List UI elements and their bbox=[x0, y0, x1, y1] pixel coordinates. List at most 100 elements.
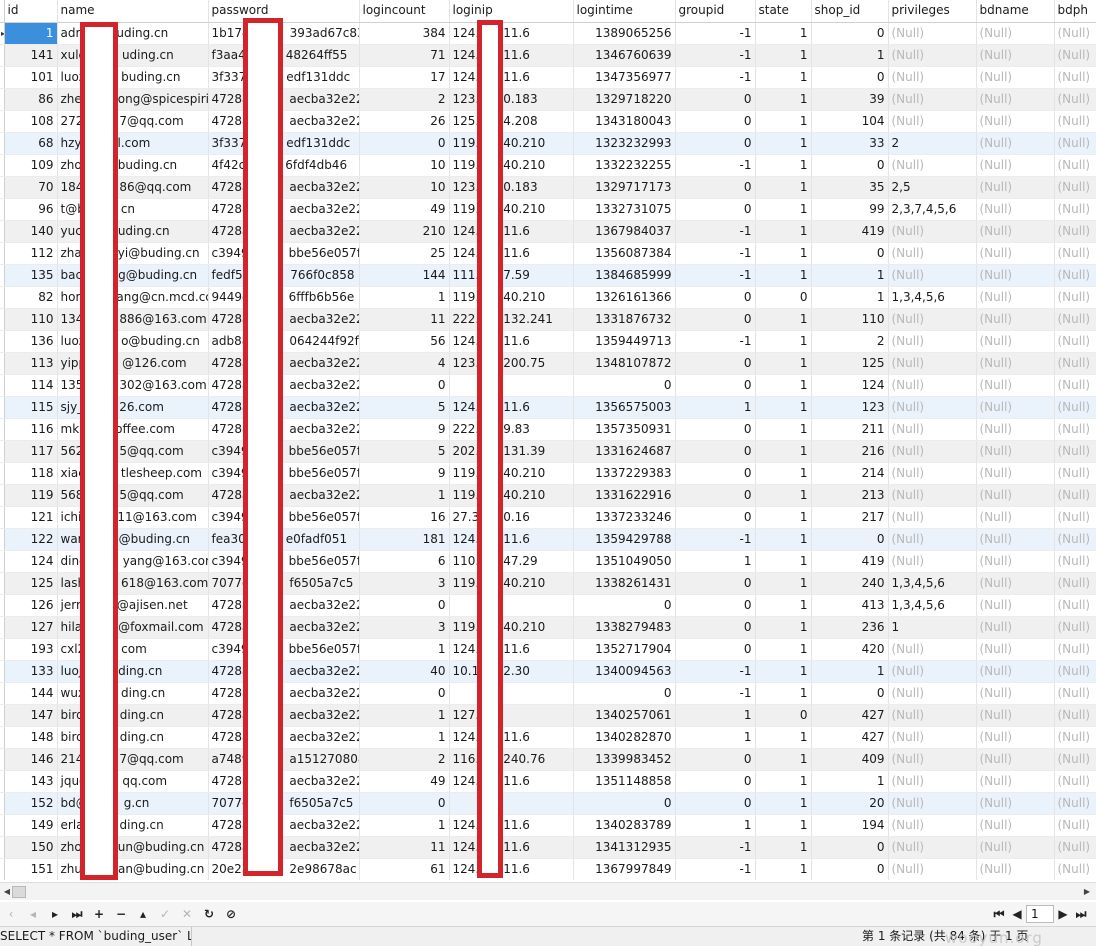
cell-password[interactable]: 7077e f6505a7c5 bbox=[208, 572, 360, 595]
cell-groupid[interactable]: 1 bbox=[675, 814, 756, 837]
cell-id[interactable]: 122 bbox=[4, 528, 58, 551]
cell-logincount[interactable]: 1 bbox=[359, 726, 450, 749]
last-page-icon[interactable]: ⏭ bbox=[1075, 907, 1087, 921]
cell-privileges[interactable]: (Null) bbox=[888, 704, 977, 727]
column-header-loginip[interactable]: loginip bbox=[449, 0, 574, 23]
cell-logincount[interactable]: 49 bbox=[359, 198, 450, 221]
cell-loginip[interactable]: 124. 11.6 bbox=[449, 528, 574, 551]
cell-shop-id[interactable]: 419 bbox=[811, 550, 889, 573]
cell-bdname[interactable]: (Null) bbox=[976, 572, 1055, 595]
cell-privileges[interactable]: (Null) bbox=[888, 374, 977, 397]
cell-shop-id[interactable]: 211 bbox=[811, 418, 889, 441]
table-row[interactable]: 126 jerr @ajisen.net 4728a aecba32e22 0 0 0 1 413… bbox=[0, 594, 1096, 617]
cell-groupid[interactable]: 1 bbox=[675, 550, 756, 573]
cell-logincount[interactable]: 6 bbox=[359, 550, 450, 573]
cell-logintime[interactable]: 1343180043 bbox=[573, 110, 676, 133]
cell-id[interactable]: 133 bbox=[4, 660, 58, 683]
table-row[interactable]: 150 zho un@buding.cn 4728a aecba32e22 11 124. 1… bbox=[0, 836, 1096, 859]
cell-bdph[interactable]: (Null) bbox=[1054, 814, 1096, 837]
cell-logincount[interactable]: 4 bbox=[359, 352, 450, 375]
cell-password[interactable]: 1b174 393ad67c83 bbox=[208, 22, 360, 45]
cell-bdph[interactable]: (Null) bbox=[1054, 528, 1096, 551]
cell-password[interactable]: c3949 bbe56e057f bbox=[208, 506, 360, 529]
cell-loginip[interactable]: 116. 240.76 bbox=[449, 748, 574, 771]
cell-password[interactable]: 4728a aecba32e22 bbox=[208, 770, 360, 793]
cell-state[interactable]: 1 bbox=[755, 616, 812, 639]
table-row[interactable]: 113 yipp @126.com 4728a aecba32e22 4 123. 200.7… bbox=[0, 352, 1096, 375]
table-row[interactable]: 115 sjy_ 26.com 4728a aecba32e22 5 124. 11.6 135… bbox=[0, 396, 1096, 419]
cell-state[interactable]: 1 bbox=[755, 176, 812, 199]
cell-logincount[interactable]: 40 bbox=[359, 660, 450, 683]
scroll-left-icon[interactable]: ◀ bbox=[3, 887, 11, 896]
row-selector[interactable] bbox=[0, 572, 5, 595]
cell-logincount[interactable]: 0 bbox=[359, 594, 450, 617]
cell-groupid[interactable]: -1 bbox=[675, 836, 756, 859]
cell-logintime[interactable]: 1341312935 bbox=[573, 836, 676, 859]
stop-icon[interactable]: ⊘ bbox=[225, 907, 237, 921]
cell-logincount[interactable]: 9 bbox=[359, 462, 450, 485]
cell-logintime[interactable]: 1340282870 bbox=[573, 726, 676, 749]
table-row[interactable]: 127 hila @foxmail.com 4728a aecba32e22 3 119. 4… bbox=[0, 616, 1096, 639]
cell-groupid[interactable]: -1 bbox=[675, 264, 756, 287]
cell-logintime[interactable]: 1326161366 bbox=[573, 286, 676, 309]
cell-privileges[interactable]: (Null) bbox=[888, 220, 977, 243]
cell-logincount[interactable]: 17 bbox=[359, 66, 450, 89]
row-selector[interactable] bbox=[0, 484, 5, 507]
refresh-icon[interactable]: ↻ bbox=[203, 907, 215, 921]
cell-id[interactable]: 193 bbox=[4, 638, 58, 661]
cell-state[interactable]: 1 bbox=[755, 352, 812, 375]
cell-loginip[interactable]: 127. bbox=[449, 704, 574, 727]
cell-logintime[interactable]: 1384685999 bbox=[573, 264, 676, 287]
cell-password[interactable]: adb88 064244f92f bbox=[208, 330, 360, 353]
cell-password[interactable]: 4728a aecba32e22 bbox=[208, 374, 360, 397]
cell-groupid[interactable]: -1 bbox=[675, 66, 756, 89]
cell-shop-id[interactable]: 20 bbox=[811, 792, 889, 815]
cell-groupid[interactable]: -1 bbox=[675, 220, 756, 243]
cell-id[interactable]: 113 bbox=[4, 352, 58, 375]
cell-id[interactable]: 109 bbox=[4, 154, 58, 177]
cell-loginip[interactable]: 119. 40.210 bbox=[449, 462, 574, 485]
table-row[interactable]: 118 xiac tlesheep.com c3949 bbe56e057f 9 119. 4… bbox=[0, 462, 1096, 485]
cell-bdname[interactable]: (Null) bbox=[976, 814, 1055, 837]
cell-logincount[interactable]: 11 bbox=[359, 836, 450, 859]
cell-loginip[interactable]: 124. 11.6 bbox=[449, 22, 574, 45]
cell-id[interactable]: 143 bbox=[4, 770, 58, 793]
cell-shop-id[interactable]: 409 bbox=[811, 748, 889, 771]
cell-password[interactable]: 7077e f6505a7c5 bbox=[208, 792, 360, 815]
cell-privileges[interactable]: 2,3,7,4,5,6 bbox=[888, 198, 977, 221]
cell-state[interactable]: 1 bbox=[755, 814, 812, 837]
cell-logintime[interactable]: 0 bbox=[573, 374, 676, 397]
cell-shop-id[interactable]: 0 bbox=[811, 858, 889, 880]
row-selector[interactable] bbox=[0, 814, 5, 837]
table-row[interactable]: 110 134 886@163.com 4728a aecba32e22 11 222. 13… bbox=[0, 308, 1096, 331]
cell-bdname[interactable]: (Null) bbox=[976, 264, 1055, 287]
row-selector[interactable] bbox=[0, 594, 5, 617]
cell-id[interactable]: 116 bbox=[4, 418, 58, 441]
row-selector[interactable] bbox=[0, 462, 5, 485]
cell-password[interactable]: 4728a aecba32e22 bbox=[208, 352, 360, 375]
horizontal-scrollbar[interactable]: ◀ ▶ bbox=[0, 882, 1096, 900]
cell-id[interactable]: 96 bbox=[4, 198, 58, 221]
table-row[interactable]: 125 lash 618@163.com 7077e f6505a7c5 3 119. 40.… bbox=[0, 572, 1096, 595]
edit-record-icon[interactable]: ▴ bbox=[139, 907, 147, 921]
cell-logincount[interactable]: 0 bbox=[359, 132, 450, 155]
cell-privileges[interactable]: (Null) bbox=[888, 352, 977, 375]
table-row[interactable]: 141 xule uding.cn f3aa4 48264ff55 71 124. 11.6 1… bbox=[0, 44, 1096, 67]
cell-loginip[interactable]: 124. 11.6 bbox=[449, 770, 574, 793]
table-row[interactable]: 146 214 7@qq.com a7489 a151270808 2 116. 240.76… bbox=[0, 748, 1096, 771]
row-selector[interactable] bbox=[0, 440, 5, 463]
table-row[interactable]: 136 luoz o@buding.cn adb88 064244f92f 56 124. 1… bbox=[0, 330, 1096, 353]
table-row[interactable]: 148 bird ding.cn 4728a aecba32e22 1 124. 11.6 13… bbox=[0, 726, 1096, 749]
cell-groupid[interactable]: 0 bbox=[675, 374, 756, 397]
cell-shop-id[interactable]: 216 bbox=[811, 440, 889, 463]
cell-state[interactable]: 1 bbox=[755, 264, 812, 287]
cell-shop-id[interactable]: 35 bbox=[811, 176, 889, 199]
cell-bdph[interactable]: (Null) bbox=[1054, 88, 1096, 111]
cell-logintime[interactable]: 1331876732 bbox=[573, 308, 676, 331]
cell-privileges[interactable]: (Null) bbox=[888, 396, 977, 419]
cell-privileges[interactable]: (Null) bbox=[888, 440, 977, 463]
cell-state[interactable]: 1 bbox=[755, 110, 812, 133]
cell-bdph[interactable]: (Null) bbox=[1054, 506, 1096, 529]
cell-privileges[interactable]: (Null) bbox=[888, 154, 977, 177]
cell-logincount[interactable]: 144 bbox=[359, 264, 450, 287]
